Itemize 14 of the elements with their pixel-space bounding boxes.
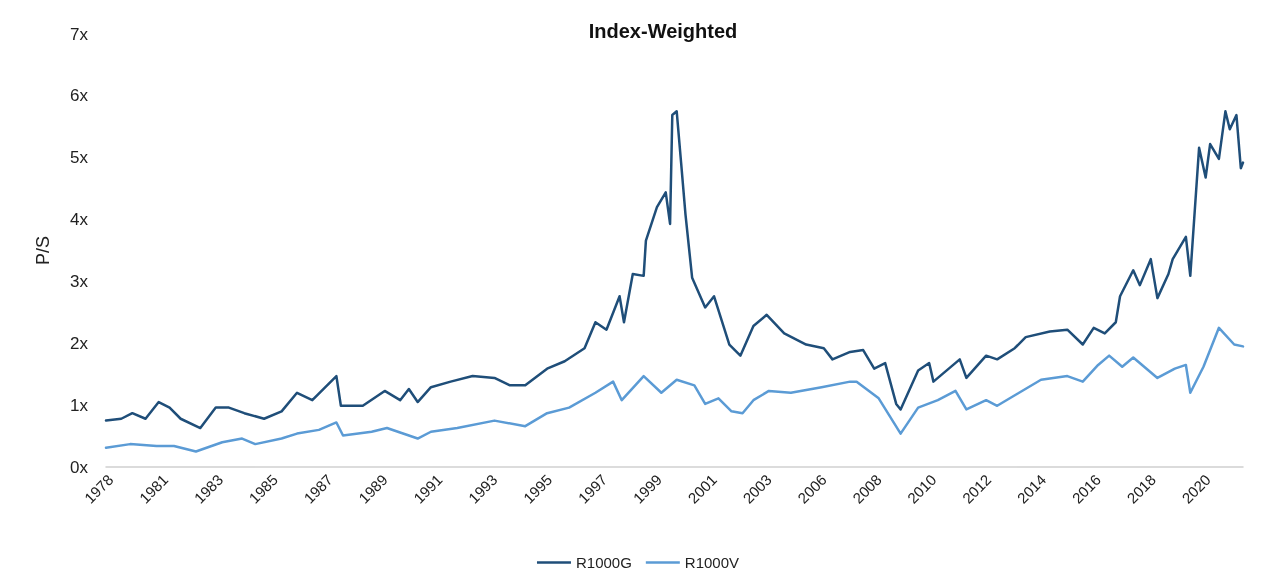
y-tick-label: 7x [70, 24, 89, 44]
y-tick-label: 0x [70, 457, 89, 477]
y-tick-label: 4x [70, 210, 89, 230]
legend-label: R1000G [575, 554, 632, 571]
y-tick-label: 6x [70, 86, 89, 106]
y-axis-title: P/S [33, 235, 53, 266]
y-tick-label: 1x [70, 395, 89, 415]
legend-label: R1000V [684, 554, 740, 571]
y-tick-label: 3x [70, 271, 89, 291]
chart-title: Index-Weighted [588, 20, 738, 42]
y-tick-label: 2x [70, 333, 89, 353]
line-series [104, 110, 1245, 430]
y-tick-label: 5x [70, 148, 89, 168]
line-series [104, 326, 1245, 453]
